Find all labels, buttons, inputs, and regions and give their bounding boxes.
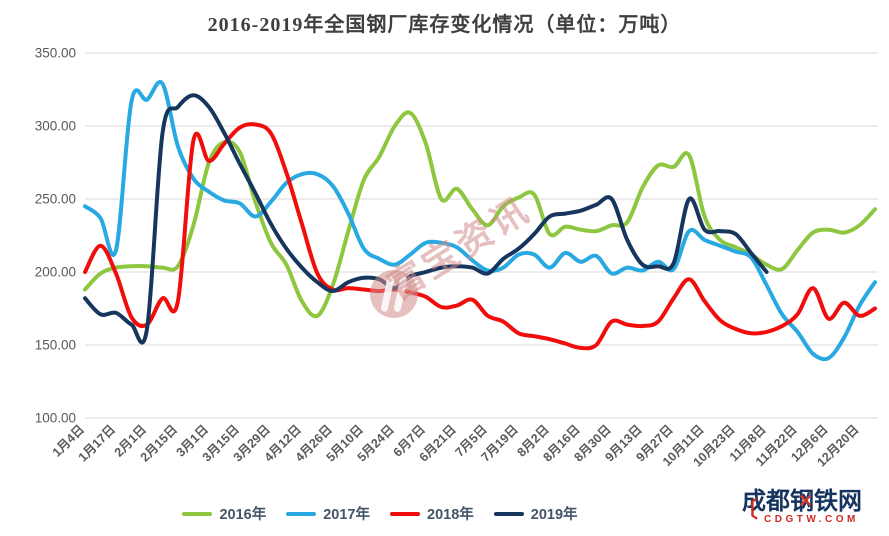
x-axis-labels: 1月4日1月17日2月1日2月15日3月1日3月15日3月29日4月12日4月2… bbox=[50, 422, 862, 469]
chart-title: 2016-2019年全国钢厂库存变化情况（单位：万吨） bbox=[207, 14, 682, 36]
y-tick-label: 250.00 bbox=[35, 192, 76, 207]
series-line-2016 bbox=[83, 110, 877, 319]
y-tick-label: 300.00 bbox=[35, 119, 76, 134]
y-tick-label: 200.00 bbox=[35, 265, 76, 280]
series-line-2017 bbox=[83, 80, 877, 362]
series-lines bbox=[83, 80, 877, 362]
y-tick-label: 100.00 bbox=[35, 411, 76, 426]
series-line-2019 bbox=[83, 93, 769, 345]
gridlines bbox=[85, 52, 878, 419]
series-line-2018 bbox=[83, 122, 877, 351]
y-axis-labels: 350.00 300.00 250.00 200.00 150.00 100.00 bbox=[35, 46, 76, 426]
y-tick-label: 350.00 bbox=[35, 46, 76, 61]
y-tick-label: 150.00 bbox=[35, 338, 76, 353]
